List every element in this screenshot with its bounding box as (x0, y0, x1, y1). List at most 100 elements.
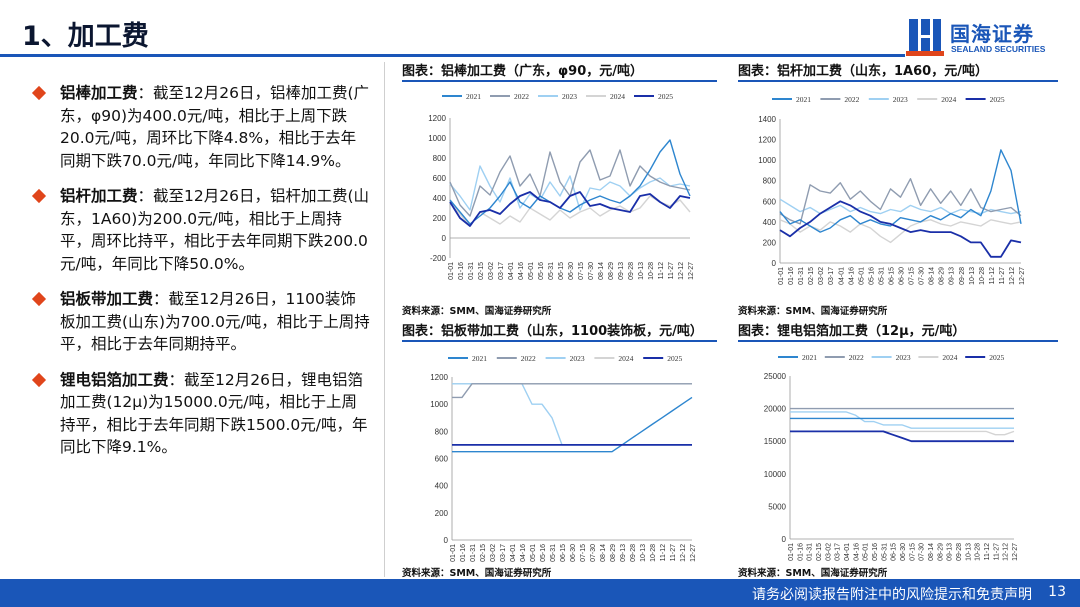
series-line-2022 (449, 149, 691, 217)
legend-item-2023: 2023 (871, 353, 911, 362)
chart-source: 资料来源：SMM、国海证券研究所 (402, 568, 552, 579)
y-tick-label: 800 (433, 154, 447, 163)
chart-svg: 2021 2022 2023 2024 2025 0 200 400 600 800 1000 120… (758, 95, 1026, 285)
legend-item-2025: 2025 (965, 95, 1005, 104)
x-tick-label: 07-30 (588, 262, 595, 280)
x-tick-label: 12-27 (688, 262, 695, 280)
legend-label: 2024 (941, 95, 956, 104)
x-tick-label: 05-16 (540, 544, 547, 562)
legend-label: 2023 (562, 92, 577, 101)
y-tick-label: 400 (763, 218, 777, 227)
x-tick-label: 07-30 (919, 543, 926, 561)
x-tick-label: 01-01 (778, 267, 785, 285)
bullet-text: ：截至12月26日，铝杆加工费(山东，1A60)为200.0元/吨，相比于上周持… (60, 187, 370, 273)
y-tick-label: 1200 (430, 373, 448, 382)
legend-item-2025: 2025 (634, 92, 673, 101)
chart-svg: 2021 2022 2023 2024 2025 -200 0 200 400 600 800 100… (428, 92, 695, 280)
x-tick-label: 11-12 (658, 262, 665, 279)
legend-item-2022: 2022 (824, 353, 864, 362)
x-tick-label: 08-14 (929, 267, 936, 285)
y-tick-label: 0 (772, 259, 777, 268)
x-tick-label: 03-17 (828, 267, 835, 285)
x-tick-label: 01-01 (448, 262, 455, 280)
series-line-2025 (449, 191, 691, 227)
x-tick-label: 04-16 (848, 267, 855, 285)
chart-title: 图表：锂电铝箔加工费（12μ，元/吨） (738, 324, 966, 339)
y-tick-label: 0 (444, 536, 449, 545)
legend-item-2023: 2023 (868, 95, 908, 104)
legend-label: 2022 (514, 92, 529, 101)
bullet-bar-fee: 铝棒加工费：截至12月26日，铝棒加工费(广东，φ90)为400.0元/吨，相比… (30, 82, 370, 172)
x-tick-label: 02-15 (808, 267, 815, 285)
x-tick-label: 04-16 (518, 262, 525, 280)
x-tick-label: 09-13 (618, 262, 625, 280)
x-tick-label: 08-29 (608, 262, 615, 280)
x-tick-label: 04-01 (844, 543, 851, 561)
x-tick-label: 11-27 (993, 543, 1000, 560)
x-tick-label: 11-12 (660, 544, 667, 561)
y-tick-label: 1000 (758, 156, 776, 165)
x-tick-label: 03-02 (818, 267, 825, 285)
x-tick-label: 05-31 (550, 544, 557, 562)
series-line-2025 (790, 430, 1014, 443)
legend-label: 2022 (849, 353, 864, 362)
legend-label: 2023 (570, 354, 585, 363)
bullet-heading: 铝杆加工费 (60, 187, 138, 205)
y-tick-label: 400 (435, 482, 449, 491)
legend-label: 2025 (989, 353, 1004, 362)
x-tick-label: 07-15 (909, 543, 916, 561)
chart-title: 图表：铝板带加工费（山东，1100装饰板，元/吨） (402, 324, 703, 339)
chart-svg: 2021 2022 2023 2024 2025 0 5000 10000 15000 20000… (764, 353, 1019, 561)
legend-item-2024: 2024 (594, 354, 634, 363)
y-tick-label: 10000 (764, 470, 787, 479)
x-tick-label: 06-30 (568, 262, 575, 280)
x-tick-label: 05-01 (528, 262, 535, 280)
x-tick-label: 09-28 (630, 544, 637, 562)
x-tick-label: 02-15 (480, 544, 487, 562)
legend-label: 2021 (796, 95, 811, 104)
y-tick-label: 200 (435, 509, 449, 518)
chart-title-rule (738, 80, 1058, 82)
x-tick-label: 05-31 (548, 262, 555, 280)
x-tick-label: 01-31 (468, 262, 475, 280)
chart-title: 图表：铝棒加工费（广东，φ90，元/吨） (402, 64, 644, 79)
x-tick-label: 01-16 (797, 543, 804, 561)
chart-panel-bar-fee: 图表：铝棒加工费（广东，φ90，元/吨） 2021 2022 2023 2024 202… (402, 60, 717, 318)
x-tick-label: 11-12 (984, 543, 991, 560)
x-tick-label: 12-27 (690, 544, 697, 562)
x-tick-label: 05-01 (863, 543, 870, 561)
bullet-foil-fee: 锂电铝箔加工费：截至12月26日，锂电铝箔加工费(12μ)为15000.0元/吨… (30, 369, 370, 459)
chart-source: 资料来源：SMM、国海证券研究所 (738, 306, 888, 317)
x-tick-label: 07-30 (590, 544, 597, 562)
x-tick-label: 08-14 (598, 262, 605, 280)
bullet-sheet-fee: 铝板带加工费：截至12月26日，1100装饰板加工费(山东)为700.0元/吨，… (30, 288, 370, 356)
x-tick-label: 06-15 (888, 267, 895, 285)
x-tick-label: 12-27 (1019, 267, 1026, 285)
chart-title-rule (402, 340, 717, 342)
legend-item-2025: 2025 (643, 354, 682, 363)
legend-item-2021: 2021 (442, 92, 481, 101)
legend-item-2023: 2023 (538, 92, 577, 101)
legend-item-2021: 2021 (772, 95, 811, 104)
y-tick-label: 800 (763, 177, 777, 186)
bullet-text: ：截至12月26日，1100装饰板加工费(山东)为700.0元/吨，相比于上周持… (60, 290, 370, 353)
bullet-text: ：截至12月26日，铝棒加工费(广东，φ90)为400.0元/吨，相比于上周下跌… (60, 84, 370, 170)
x-tick-label: 09-28 (628, 262, 635, 280)
bullet-heading: 锂电铝箔加工费 (60, 370, 169, 389)
footer-bar: 请务必阅读报告附注中的风险提示和免责声明 13 (0, 579, 1080, 607)
legend-label: 2024 (618, 354, 633, 363)
legend-item-2022: 2022 (496, 354, 536, 363)
y-tick-label: 1200 (758, 136, 776, 145)
legend-item-2021: 2021 (448, 354, 487, 363)
chart-panel-rod-fee: 图表：铝杆加工费（山东，1A60，元/吨） 2021 2022 2023 2024 20… (738, 60, 1058, 318)
y-tick-label: 0 (442, 234, 447, 243)
x-tick-label: 08-29 (939, 267, 946, 285)
series-line-2022 (452, 383, 692, 399)
x-tick-label: 09-28 (959, 267, 966, 285)
series-line-2025 (779, 200, 1022, 258)
x-tick-label: 07-15 (909, 267, 916, 285)
x-tick-label: 05-16 (872, 543, 879, 561)
series-line-2024 (449, 195, 691, 227)
y-tick-label: 25000 (764, 372, 787, 381)
bullet-text: ：截至12月26日，锂电铝箔加工费(12μ)为15000.0元/吨，相比于上周持… (60, 370, 368, 457)
